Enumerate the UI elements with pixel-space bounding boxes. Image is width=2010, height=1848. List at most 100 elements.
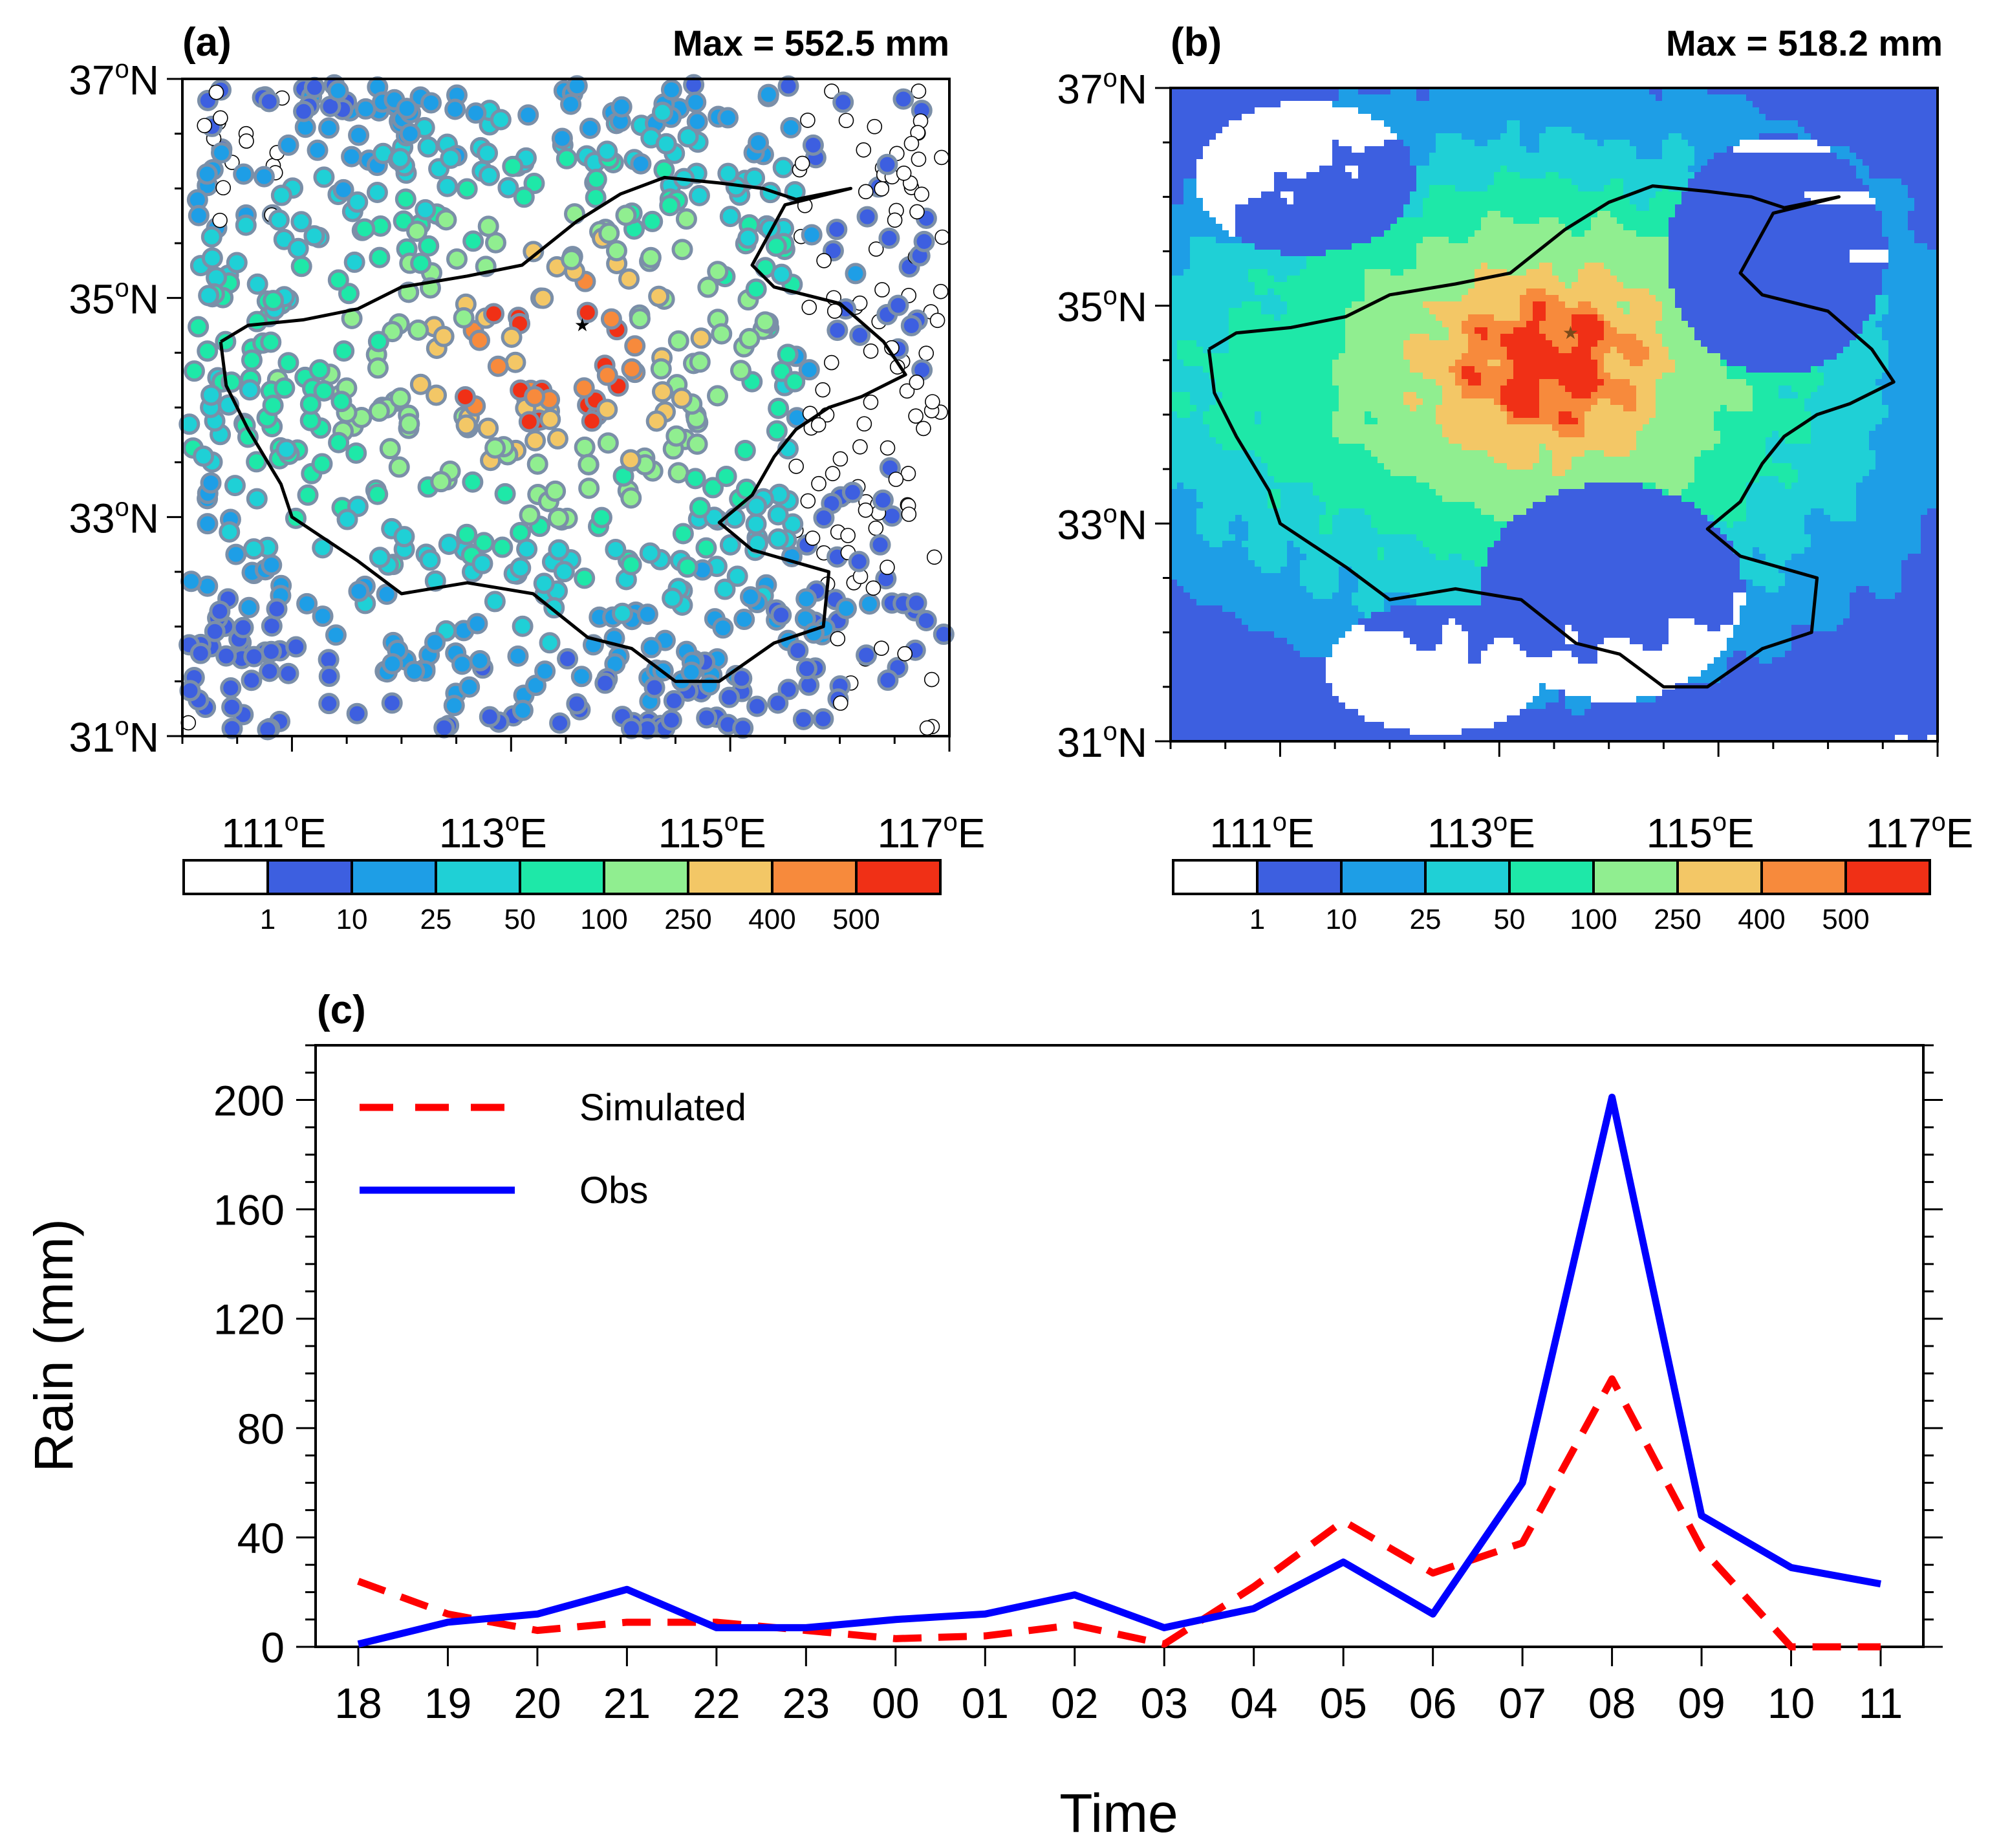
rain-cell xyxy=(1546,127,1552,133)
rain-cell xyxy=(1798,308,1804,314)
rain-cell xyxy=(1856,276,1863,282)
rain-cell xyxy=(1449,314,1455,321)
rain-cell xyxy=(1636,204,1643,211)
rain-cell xyxy=(1610,224,1617,230)
rain-cell xyxy=(1449,250,1455,256)
rain-cell xyxy=(1888,256,1895,263)
rain-cell xyxy=(1811,153,1817,159)
rain-cell xyxy=(1358,263,1365,269)
station-point xyxy=(510,557,532,579)
rain-cell xyxy=(1675,153,1681,159)
station-point xyxy=(909,204,925,220)
rain-cell xyxy=(1740,107,1746,114)
rain-cell xyxy=(1513,243,1520,250)
rain-cell xyxy=(1397,308,1403,314)
rain-cell xyxy=(1720,224,1727,230)
rain-cell xyxy=(1365,276,1371,282)
rain-cell xyxy=(1927,230,1934,237)
rain-cell xyxy=(1843,101,1850,107)
rain-cell xyxy=(1804,282,1811,288)
rain-cell xyxy=(1727,308,1733,314)
rain-cell xyxy=(1740,153,1746,159)
rain-cell xyxy=(1423,237,1429,243)
rain-cell xyxy=(1358,211,1365,217)
rain-cell xyxy=(1468,269,1475,276)
rain-cell xyxy=(1546,295,1552,301)
station-point xyxy=(867,118,883,135)
rain-cell xyxy=(1177,127,1183,133)
rain-cell xyxy=(1591,314,1597,321)
rain-cell xyxy=(1423,172,1429,179)
rain-cell xyxy=(1850,269,1856,276)
station-point xyxy=(880,560,895,575)
rain-cell xyxy=(1390,198,1397,204)
rain-cell xyxy=(1921,288,1927,295)
rain-cell xyxy=(1707,276,1714,282)
rain-cell xyxy=(1352,230,1358,237)
rain-cell xyxy=(1442,295,1449,301)
rain-cell xyxy=(1274,191,1281,198)
rain-cell xyxy=(1183,120,1190,127)
rain-cell xyxy=(1365,191,1371,198)
rain-cell xyxy=(1190,159,1196,166)
rain-cell xyxy=(1597,191,1604,198)
rain-cell xyxy=(1701,224,1707,230)
rain-cell xyxy=(1371,308,1378,314)
station-point xyxy=(549,712,571,734)
rain-cell xyxy=(1720,88,1727,94)
rain-cell xyxy=(1378,153,1384,159)
rain-cell xyxy=(1513,263,1520,269)
rain-cell xyxy=(1901,295,1908,301)
rain-cell xyxy=(1733,133,1740,140)
rain-cell xyxy=(1811,211,1817,217)
rain-cell xyxy=(1565,237,1572,243)
rain-cell xyxy=(1578,288,1584,295)
rain-cell xyxy=(1209,288,1216,295)
rain-cell xyxy=(1656,243,1662,250)
rain-cell xyxy=(1630,198,1636,204)
rain-cell xyxy=(1875,230,1882,237)
rain-cell xyxy=(1830,224,1837,230)
rain-cell xyxy=(1914,308,1921,314)
station-point xyxy=(811,475,827,492)
rain-cell xyxy=(1701,146,1707,153)
rain-cell xyxy=(1927,301,1934,308)
rain-cell xyxy=(1597,198,1604,204)
rain-cell xyxy=(1811,256,1817,263)
rain-cell xyxy=(1804,198,1811,204)
rain-cell xyxy=(1759,166,1766,172)
rain-cell xyxy=(1720,198,1727,204)
rain-cell xyxy=(1429,250,1436,256)
rain-cell xyxy=(1300,314,1306,321)
rain-cell xyxy=(1190,107,1196,114)
rain-cell xyxy=(1753,308,1759,314)
rain-cell xyxy=(1203,120,1209,127)
rain-cell xyxy=(1863,140,1869,146)
rain-cell xyxy=(1565,179,1572,185)
station-point xyxy=(526,453,548,475)
rain-cell xyxy=(1914,120,1921,127)
rain-cell xyxy=(1436,211,1442,217)
rain-cell xyxy=(1539,114,1546,120)
rain-cell xyxy=(1850,114,1856,120)
rain-cell xyxy=(1584,191,1591,198)
rain-cell xyxy=(1255,276,1261,282)
rain-cell xyxy=(1475,140,1481,146)
rain-cell xyxy=(1727,159,1733,166)
rain-cell xyxy=(1507,88,1513,94)
rain-cell xyxy=(1494,94,1500,101)
rain-cell xyxy=(1617,133,1623,140)
rain-cell xyxy=(1384,314,1390,321)
rain-cell xyxy=(1371,153,1378,159)
rain-cell xyxy=(1863,288,1869,295)
rain-cell xyxy=(1669,263,1675,269)
rain-cell xyxy=(1837,166,1843,172)
colorbar-box xyxy=(351,859,437,895)
rain-cell xyxy=(1255,250,1261,256)
rain-cell xyxy=(1429,179,1436,185)
rain-cell xyxy=(1623,237,1630,243)
rain-cell xyxy=(1617,204,1623,211)
rain-cell xyxy=(1494,301,1500,308)
rain-cell xyxy=(1500,153,1507,159)
rain-cell xyxy=(1934,101,1938,107)
